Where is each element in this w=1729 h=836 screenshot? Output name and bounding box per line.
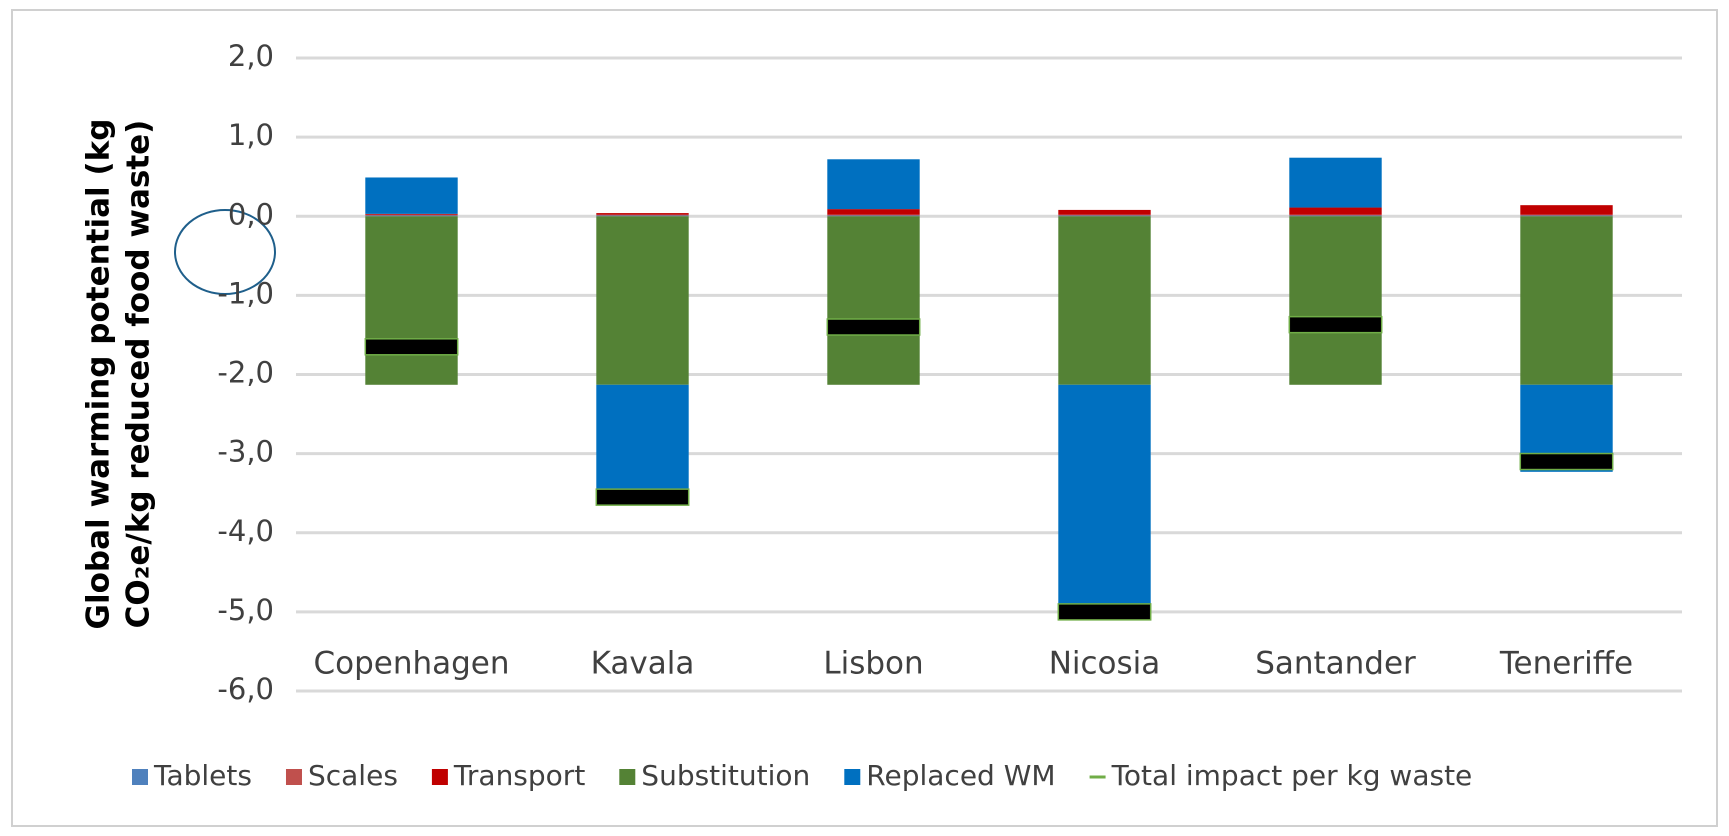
bar-segment <box>1289 214 1382 216</box>
bar-segment <box>596 213 689 215</box>
total-marker <box>1519 452 1614 471</box>
bar-segment <box>827 214 920 216</box>
legend-swatch <box>431 769 448 785</box>
y-tick-label: -3,0 <box>217 435 274 469</box>
bar-segment <box>827 216 920 385</box>
total-marker <box>826 318 921 336</box>
bar-segment <box>1520 215 1613 217</box>
x-tick-label: Nicosia <box>1049 646 1161 682</box>
legend-swatch <box>619 769 636 785</box>
y-tick-label: -5,0 <box>217 593 274 627</box>
bar-segment <box>1058 216 1151 385</box>
bar-segment <box>1289 157 1382 208</box>
y-tick-label: -2,0 <box>217 356 274 390</box>
bar-segment <box>596 214 689 216</box>
y-tick-label: -1,0 <box>217 276 274 310</box>
y-tick-label: 0,0 <box>228 197 274 231</box>
y-tick-label: -6,0 <box>217 672 274 706</box>
legend-swatch <box>285 769 302 785</box>
bar-segment <box>1289 215 1382 217</box>
y-tick-label: 1,0 <box>228 118 274 152</box>
bar-segment <box>1520 216 1613 385</box>
y-axis-title: CO₂e/kg reduced food waste) <box>121 120 157 629</box>
bar-segment <box>596 384 689 500</box>
bar-segment <box>1058 215 1151 217</box>
legend-label: Transport <box>453 759 585 792</box>
legend-label: Total impact per kg waste <box>1111 759 1473 792</box>
y-axis-title: Global warming potential (kg <box>81 119 117 630</box>
x-tick-label: Lisbon <box>823 646 923 682</box>
total-marker <box>1288 315 1383 334</box>
bar-segment <box>1520 205 1613 215</box>
x-tick-label: Copenhagen <box>313 646 509 682</box>
bar-segment <box>365 216 458 385</box>
bar-segment <box>827 215 920 217</box>
bar-segment <box>596 215 689 217</box>
x-tick-label: Teneriffe <box>1499 646 1633 682</box>
legend-label: Substitution <box>641 759 810 792</box>
bar-segment <box>1058 384 1151 619</box>
bar-segment <box>365 214 458 216</box>
bar-segment <box>1058 214 1151 216</box>
bar-segment <box>1520 214 1613 216</box>
legend-label: Scales <box>308 759 398 792</box>
bar-segment <box>365 177 458 214</box>
bar-segment <box>1289 216 1382 385</box>
bar-segment <box>596 216 689 385</box>
total-marker <box>595 488 690 506</box>
y-tick-label: -4,0 <box>217 514 274 548</box>
legend-label: Tablets <box>153 759 252 792</box>
bar-segment <box>827 209 920 215</box>
bar-segment <box>827 159 920 210</box>
annotation-circle <box>174 209 276 295</box>
bar-segment <box>1289 207 1382 215</box>
bar-segment <box>365 215 458 217</box>
legend-swatch <box>844 769 861 785</box>
bar-segment <box>1058 209 1151 215</box>
total-marker <box>1057 603 1152 621</box>
y-tick-label: 2,0 <box>228 39 274 73</box>
bar-segment <box>365 213 458 215</box>
x-tick-label: Santander <box>1255 646 1416 682</box>
total-marker <box>364 338 459 356</box>
legend-label: Replaced WM <box>866 759 1055 792</box>
legend-swatch <box>132 769 148 785</box>
x-tick-label: Kavala <box>591 646 695 682</box>
